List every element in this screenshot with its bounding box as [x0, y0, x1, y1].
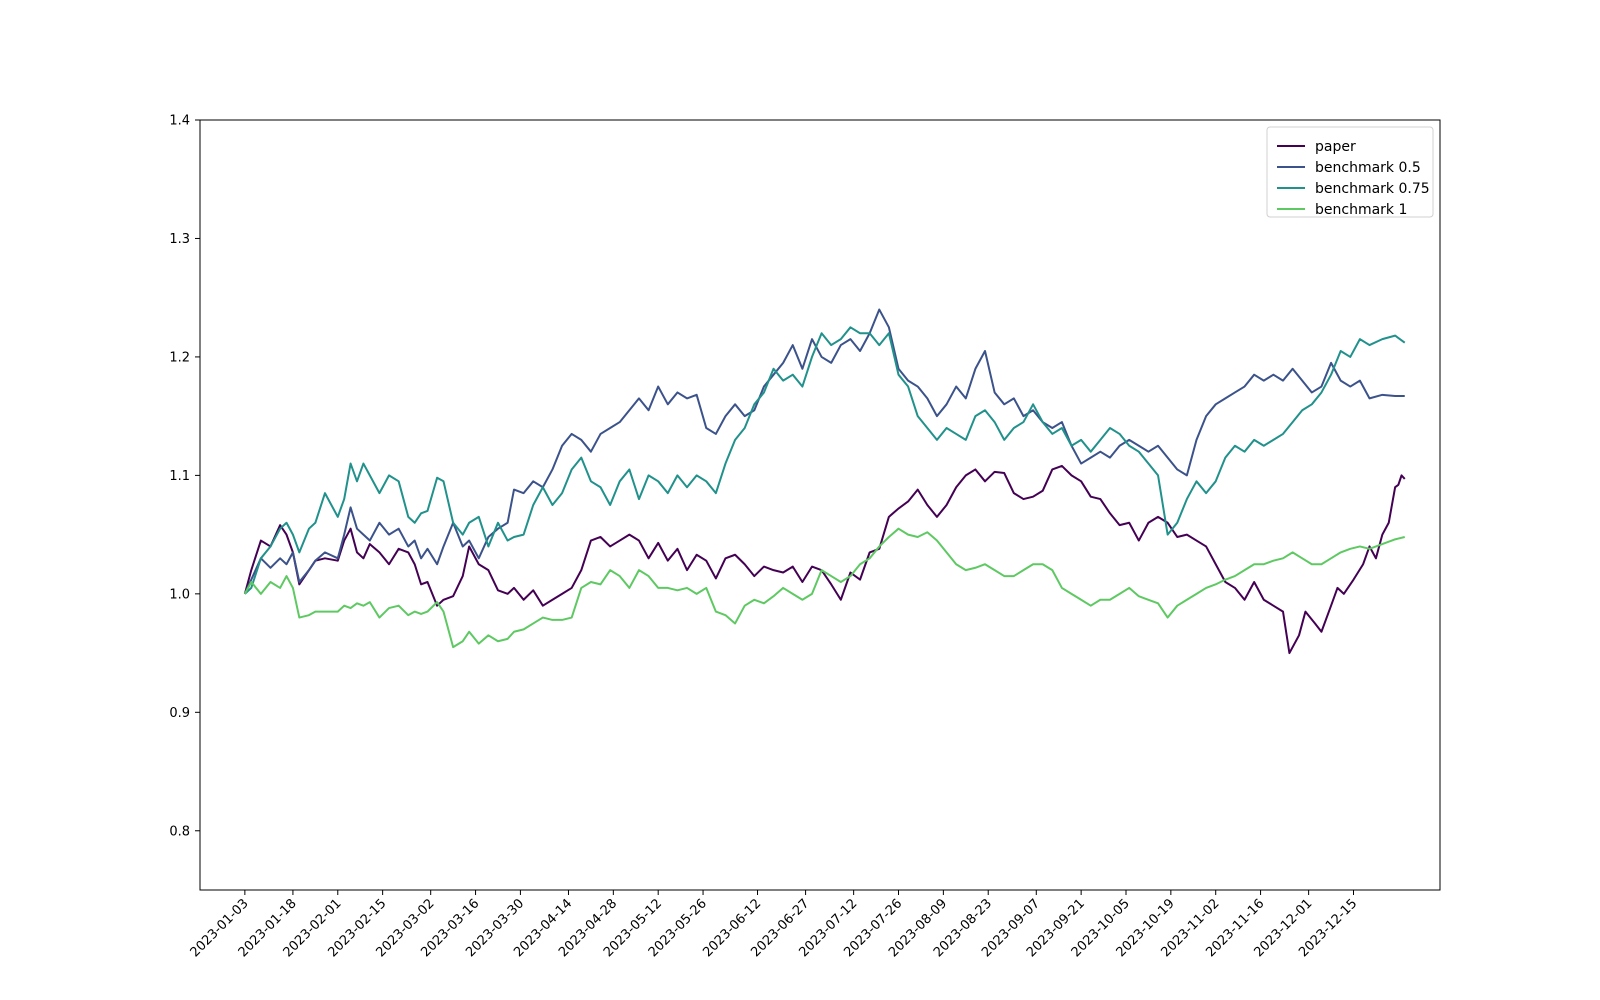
legend: paper benchmark 0.5 benchmark 0.75 benchmar…	[1266, 126, 1434, 218]
legend-label: paper	[1315, 139, 1356, 155]
legend-box	[1266, 126, 1434, 218]
y-tick-label: 0.9	[169, 706, 190, 721]
y-axis: 0.8 0.9 1.0 1.1 1.2 1.3 1.4	[169, 114, 200, 839]
x-axis: 2023-01-032023-01-182023-02-012023-02-15…	[188, 890, 1360, 960]
y-tick-label: 1.2	[169, 350, 190, 365]
series-line-1	[243, 308, 1405, 595]
series-layer	[243, 308, 1406, 655]
legend-label: benchmark 0.5	[1315, 160, 1421, 176]
legend-label: benchmark 1	[1315, 202, 1407, 218]
y-tick-label: 1.0	[169, 587, 190, 602]
series-line-2	[244, 326, 1406, 595]
y-tick-label: 1.3	[169, 232, 190, 247]
legend-label: benchmark 0.75	[1315, 181, 1430, 197]
plot-area	[200, 120, 1440, 890]
series-line-0	[243, 464, 1406, 655]
y-tick-label: 0.8	[169, 824, 190, 839]
y-tick-label: 1.4	[169, 114, 190, 129]
series-line-3	[243, 527, 1405, 649]
y-tick-label: 1.1	[169, 469, 190, 484]
plot-frame	[199, 119, 1441, 891]
